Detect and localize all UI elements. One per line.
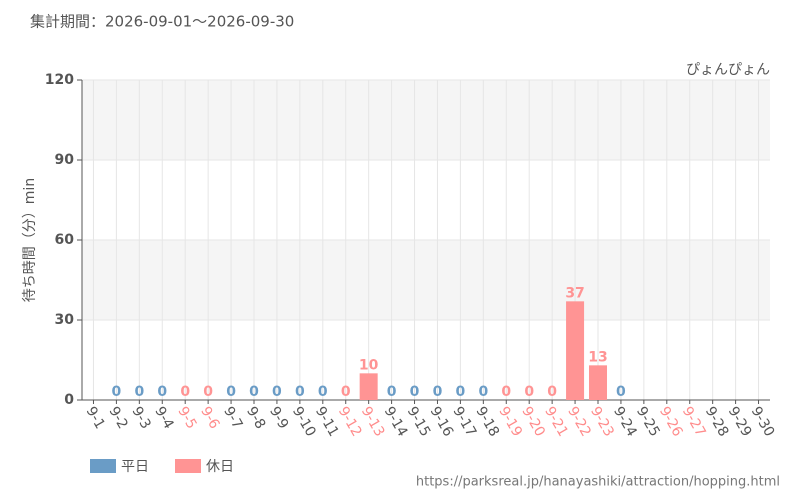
x-tick-label: 9-27 [679,404,709,440]
x-tick-label: 9-17 [449,404,479,440]
x-tick-label: 9-24 [610,404,640,440]
data-label: 0 [547,384,557,400]
data-label: 0 [180,384,190,400]
x-tick-label: 9-25 [633,404,663,440]
x-tick-label: 9-19 [495,404,525,440]
x-tick-label: 9-5 [174,404,199,432]
data-label: 0 [134,384,144,400]
x-tick-label: 9-3 [128,404,153,432]
data-label: 0 [249,384,259,400]
x-tick-label: 9-18 [472,404,502,440]
x-tick-label: 9-16 [427,404,457,440]
x-tick-label: 9-21 [541,404,571,440]
data-label: 0 [387,384,397,400]
data-label: 0 [318,384,328,400]
data-label: 37 [565,285,584,301]
x-tick-label: 9-2 [105,404,130,432]
x-tick-label: 9-14 [381,404,411,440]
data-label: 0 [410,384,420,400]
grid-band [82,240,770,320]
data-label: 0 [478,384,488,400]
x-tick-label: 9-7 [220,404,245,432]
x-tick-label: 9-20 [518,404,548,440]
x-tick-label: 9-9 [266,404,291,432]
data-label: 10 [359,357,379,373]
x-tick-label: 9-28 [702,404,732,440]
y-tick-label: 120 [45,72,74,88]
x-tick-label: 9-13 [358,404,388,440]
data-label: 0 [456,384,466,400]
data-label: 13 [588,349,607,365]
legend-swatch [175,459,201,473]
x-tick-label: 9-1 [83,404,108,432]
x-tick-label: 9-4 [151,404,176,432]
x-tick-label: 9-15 [404,404,434,440]
data-label: 0 [501,384,511,400]
data-label: 0 [272,384,282,400]
annotation: ぴょんぴょん [686,62,770,78]
data-label: 0 [341,384,351,400]
y-tick-label: 90 [55,152,75,168]
legend-swatch [90,459,116,473]
x-tick-label: 9-22 [564,404,594,440]
data-label: 0 [112,384,122,400]
data-label: 0 [203,384,213,400]
bar [359,373,378,400]
data-label: 0 [226,384,236,400]
x-tick-label: 9-29 [725,404,755,440]
data-label: 0 [433,384,443,400]
data-label: 0 [295,384,305,400]
x-tick-label: 9-12 [335,404,365,440]
chart-title: 集計期間：2026-09-01～2026-09-30 [30,13,294,31]
x-tick-label: 9-8 [243,404,268,432]
y-tick-label: 30 [55,312,75,328]
grid-band [82,80,770,160]
y-axis-label: 待ち時間（分）min [22,178,38,302]
legend-label: 休日 [206,459,234,475]
data-label: 0 [524,384,534,400]
data-label: 0 [616,384,626,400]
x-tick-label: 9-23 [587,404,617,440]
bar [589,365,607,400]
x-tick-label: 9-30 [748,404,778,440]
x-tick-label: 9-10 [289,404,319,440]
bar [566,301,585,400]
x-tick-label: 9-26 [656,404,686,440]
y-tick-label: 60 [55,232,75,248]
y-tick-label: 0 [64,392,74,408]
legend-label: 平日 [121,459,149,475]
x-tick-label: 9-11 [312,404,342,440]
x-tick-label: 9-6 [197,404,222,432]
data-label: 0 [157,384,167,400]
source: https://parksreal.jp/hanayashiki/attract… [416,475,780,490]
